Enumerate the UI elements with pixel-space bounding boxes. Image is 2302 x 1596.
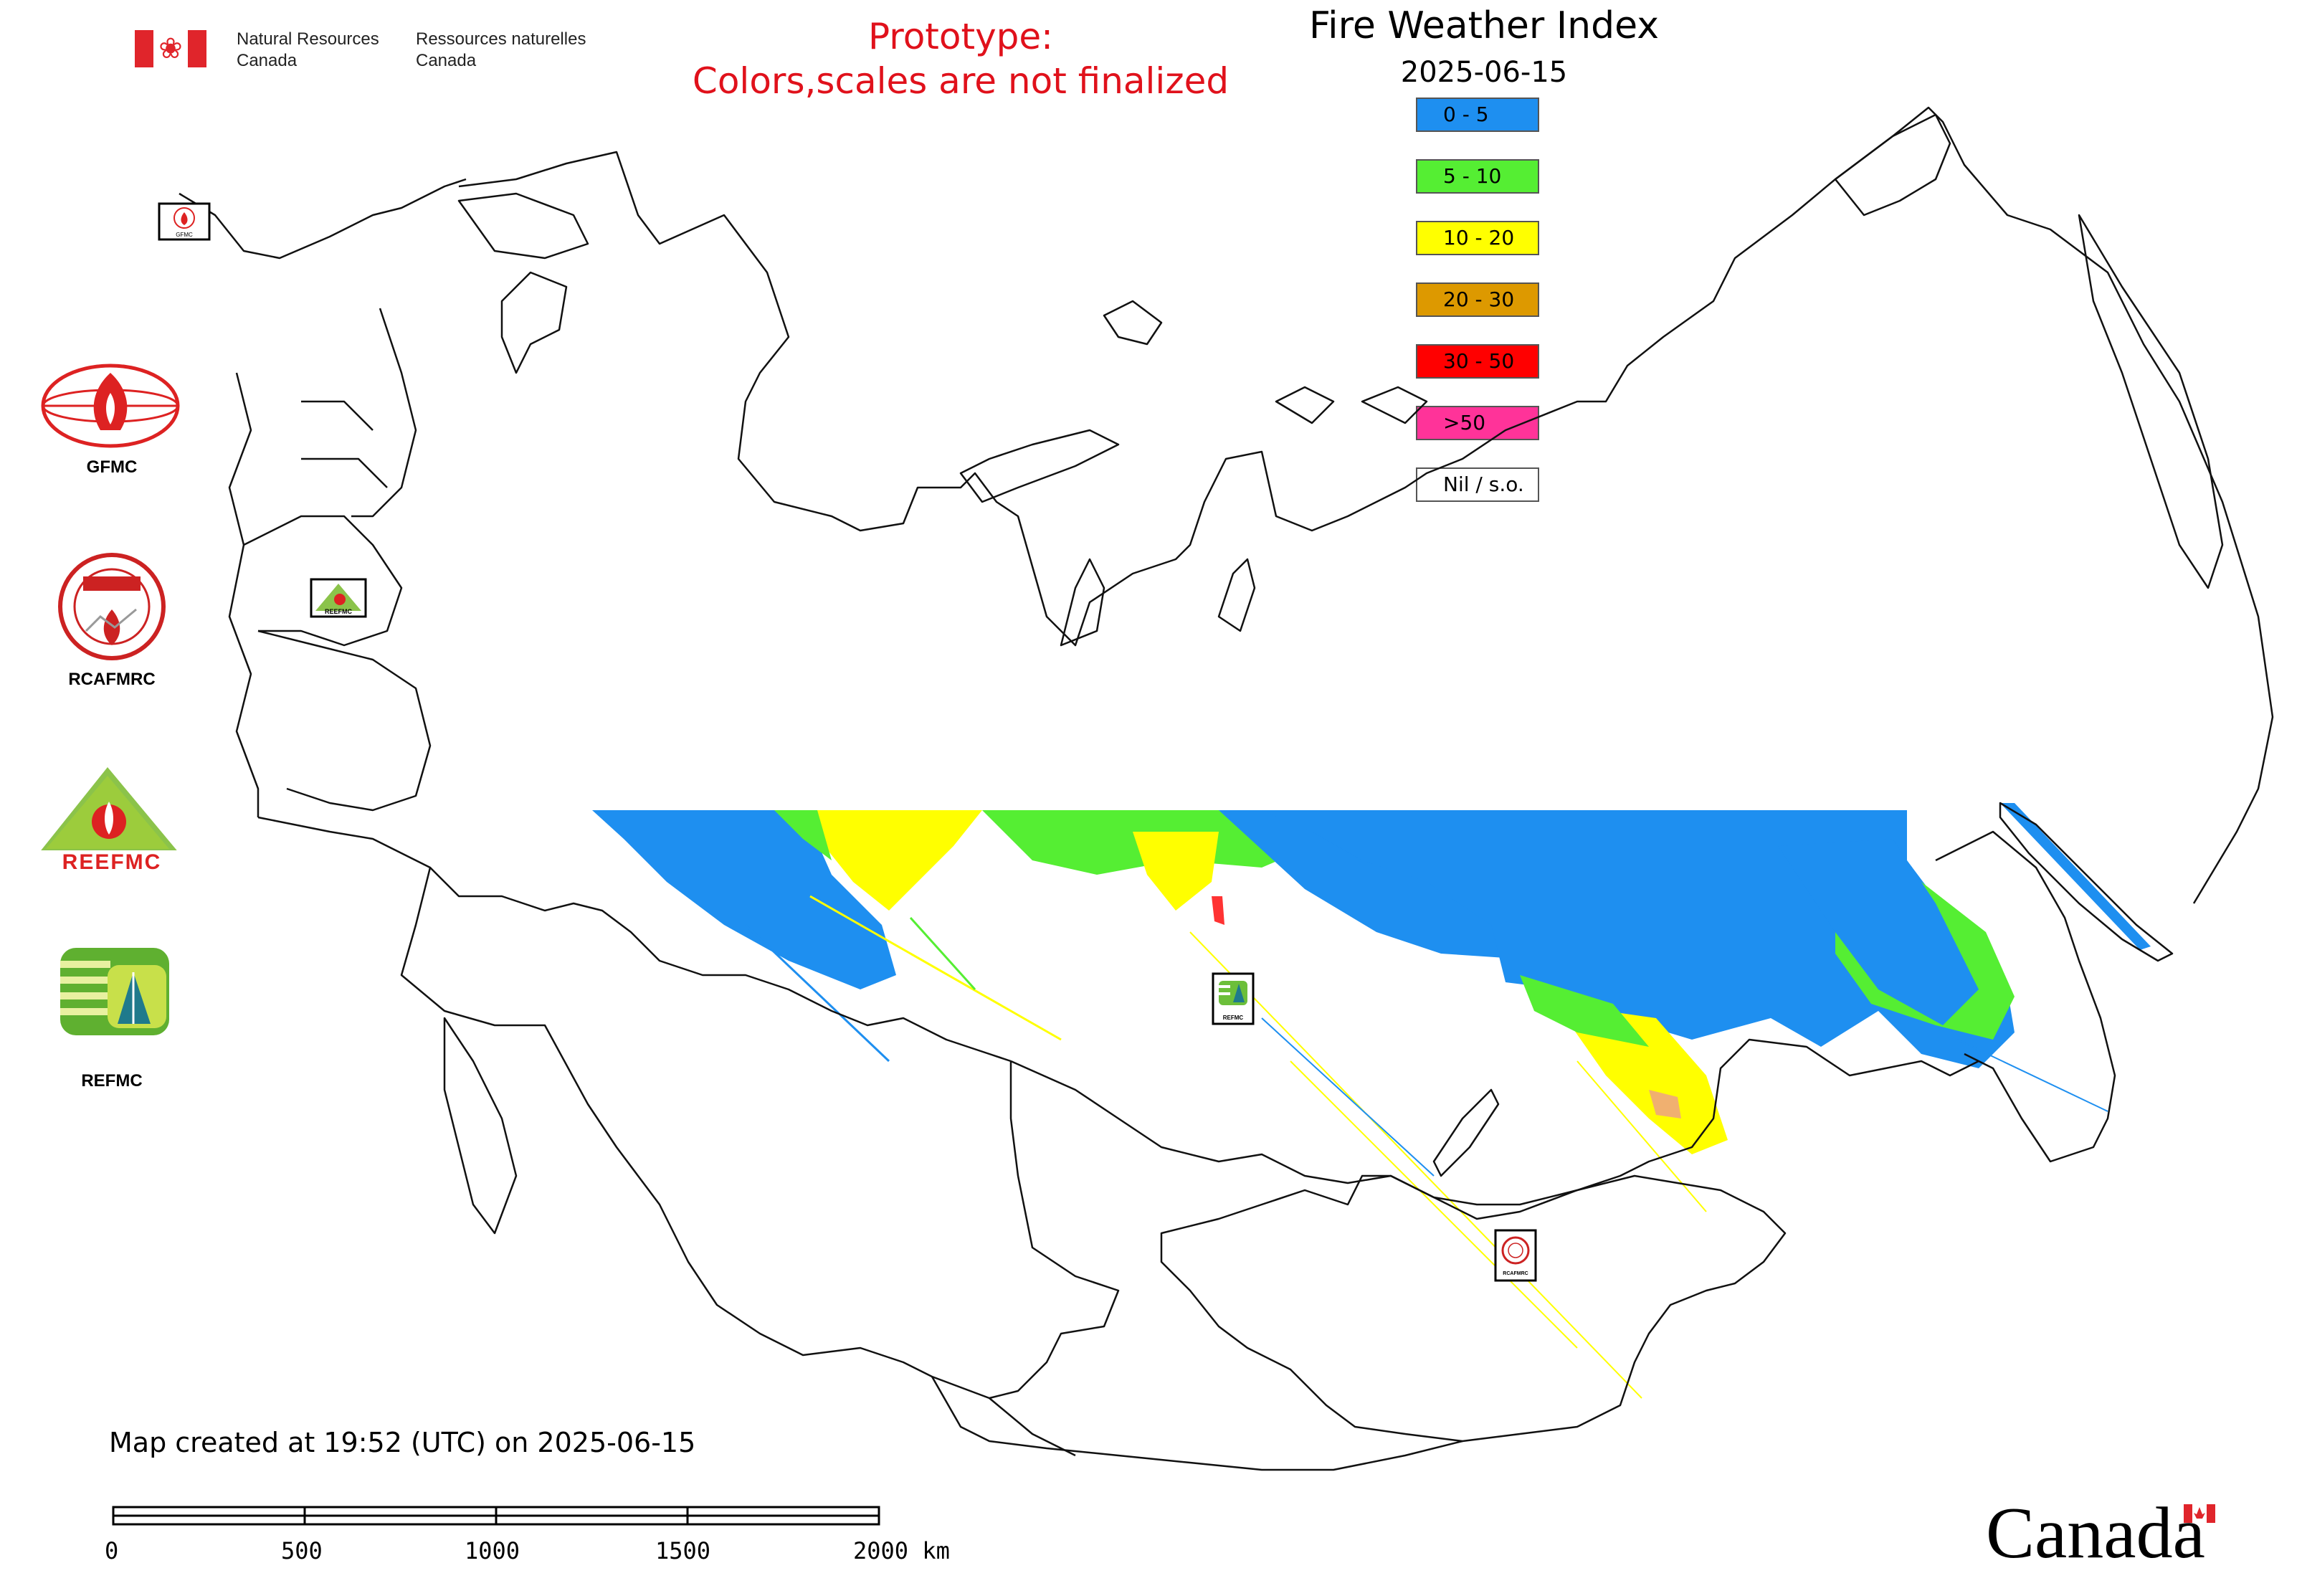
fwi-streak xyxy=(909,916,976,991)
legend-item-nil: Nil / s.o. xyxy=(1416,467,1539,502)
ukraine-outline xyxy=(257,630,432,812)
baltic-lines xyxy=(301,400,388,488)
map-logo-refmc-text: REFMC xyxy=(1223,1015,1244,1021)
gfmc-logo xyxy=(41,364,180,448)
map-logo-gfmc-text: GFMC xyxy=(176,232,193,238)
fwi-zone-yellow-central xyxy=(1133,832,1219,911)
fwi-zone-green-south xyxy=(1520,975,1649,1047)
nrcan-en: Natural Resources Canada xyxy=(237,29,379,70)
map-logo-reefmc: REEFMC xyxy=(310,578,367,618)
map-logo-rcafmrc: RCAFMRC xyxy=(1494,1229,1537,1282)
fwi-streak xyxy=(1576,1060,1707,1212)
ob-bay xyxy=(1060,558,1105,647)
mongolia-outline xyxy=(1160,1174,1787,1443)
legend-item-20-30: 20 - 30 xyxy=(1416,282,1539,317)
fwi-streak xyxy=(744,923,890,1063)
coastline-arctic xyxy=(458,106,2274,904)
coastline-pacific xyxy=(1935,830,2116,1163)
kamchatka-outline xyxy=(2078,214,2224,589)
fwi-zone-blue-sakhalin xyxy=(2000,803,2151,950)
nrcan-signature: ❀ Natural Resources Canada Ressources na… xyxy=(135,27,622,77)
map-logo-reefmc-text: REEFMC xyxy=(325,608,353,615)
map-title: Fire Weather Index xyxy=(1309,4,1659,47)
legend-item-over-50: >50 xyxy=(1416,406,1539,440)
fwi-swath xyxy=(592,803,2151,1399)
reefmc-label: REEFMC xyxy=(62,850,162,874)
scale-tick-500: 500 xyxy=(281,1537,323,1564)
sakhalin-outline xyxy=(1999,802,2174,962)
russia-kazakhstan-border xyxy=(257,816,1012,1063)
scale-tick-2000: 2000 km xyxy=(853,1537,950,1564)
kola-peninsula xyxy=(457,192,589,260)
fwi-zone-orange-south xyxy=(1649,1090,1681,1118)
fwi-streak xyxy=(1261,1017,1435,1177)
chukotka-outline xyxy=(1834,113,1951,217)
fwi-zone-red-spot xyxy=(1212,896,1224,925)
finland-border xyxy=(351,308,417,518)
fwi-zone-yellow-south xyxy=(1556,1004,1728,1154)
canada-flag-icon: ❀ xyxy=(135,30,206,67)
fwi-streak xyxy=(1290,1060,1578,1349)
fwi-zone-blue-west xyxy=(592,810,896,989)
fwi-zone-green-west xyxy=(774,810,832,860)
yenisei-bay xyxy=(1217,558,1256,632)
russia-mongolia-border xyxy=(1010,1038,1979,1206)
fwi-zone-blue-central xyxy=(1219,810,1549,961)
legend-item-10-20: 10 - 20 xyxy=(1416,221,1539,255)
gfmc-label: GFMC xyxy=(86,457,138,477)
belarus-outline xyxy=(243,515,403,647)
map-logo-gfmc: GFMC xyxy=(158,202,211,241)
map-logo-refmc: REFMC xyxy=(1212,972,1255,1025)
scale-tick-0: 0 xyxy=(105,1537,119,1564)
legend-item-30-50: 30 - 50 xyxy=(1416,344,1539,379)
fwi-zone-blue-inner xyxy=(1778,839,1979,1025)
refmc-logo xyxy=(60,948,169,1035)
nrcan-fr: Ressources naturelles Canada xyxy=(416,29,586,70)
map-logo-rcafmrc-text: RCAFMRC xyxy=(1503,1271,1528,1276)
legend-item-0-5: 0 - 5 xyxy=(1416,98,1539,132)
scale-tick-1000: 1000 xyxy=(465,1537,520,1564)
fwi-streak xyxy=(1956,1039,2108,1112)
kyrgyz-border xyxy=(989,1397,1076,1457)
fwi-streak xyxy=(1189,931,1642,1399)
canada-wordmark-flag xyxy=(2184,1504,2215,1523)
prototype-notice: Prototype: Colors,scales are not finaliz… xyxy=(692,16,1230,102)
rcafmrc-logo xyxy=(58,553,166,660)
white-sea-outline xyxy=(500,271,568,374)
country-borders xyxy=(179,106,2274,1471)
fwi-zone-yellow-west xyxy=(803,810,982,911)
caspian-outline xyxy=(443,1017,518,1235)
scale-tick-1500: 1500 xyxy=(655,1537,711,1564)
refmc-label: REFMC xyxy=(81,1071,143,1091)
scale-bar xyxy=(112,1506,880,1526)
kazakhstan-outline xyxy=(400,867,1120,1400)
rcafmrc-label: RCAFMRC xyxy=(68,670,156,689)
canada-wordmark: Canada xyxy=(1986,1493,2205,1574)
china-north-border xyxy=(931,1376,1463,1471)
fwi-streak xyxy=(809,895,1062,1041)
map-date: 2025-06-15 xyxy=(1400,56,1568,89)
scandinavia-outline xyxy=(179,178,467,260)
lake-baikal xyxy=(1432,1088,1500,1177)
novaya-zemlya xyxy=(959,429,1120,503)
map-created-text: Map created at 19:52 (UTC) on 2025-06-15 xyxy=(109,1427,696,1458)
reefmc-logo xyxy=(39,767,191,868)
legend-item-5-10: 5 - 10 xyxy=(1416,159,1539,194)
europe-west-border xyxy=(228,372,260,817)
taimyr-islands xyxy=(1103,300,1428,424)
